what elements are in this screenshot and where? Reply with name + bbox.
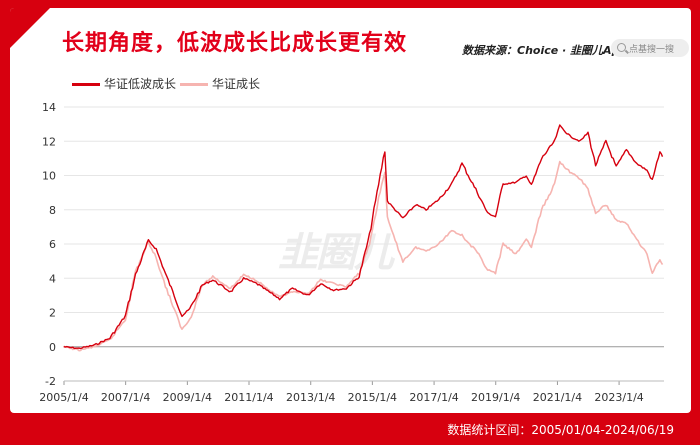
x-tick-label-8: 2021/1/4: [533, 391, 582, 404]
series-lines: [63, 124, 664, 352]
x-tick-label-3: 2011/1/4: [224, 391, 273, 404]
chart-title: 长期角度，低波成长比成长更有效: [62, 31, 408, 56]
y-tick-label-0: -2: [45, 375, 56, 388]
x-axis: 2005/1/4 2007/1/4 2009/1/4 2011/1/4 2013/1/4…: [39, 380, 664, 404]
y-tick-label-1: 0: [49, 341, 56, 354]
x-tick-label-0: 2005/1/4: [39, 391, 88, 404]
x-tick-label-1: 2007/1/4: [101, 391, 150, 404]
legend-swatch-growth: [180, 83, 208, 86]
x-tick-label-9: 2023/1/4: [594, 391, 643, 404]
corner-accent: [10, 8, 50, 48]
y-axis: -2 0 2 4 6 8 10 12 14: [42, 101, 56, 388]
search-placeholder: 点基搜一搜: [629, 45, 675, 55]
legend-label-growth: 华证成长: [212, 77, 261, 91]
search-box[interactable]: 点基搜一搜: [611, 39, 689, 57]
y-tick-label-2: 2: [49, 307, 56, 320]
legend-item-low-vol: 华证低波成长: [72, 75, 176, 92]
legend-label-low-vol: 华证低波成长: [104, 77, 177, 91]
date-range-note: 数据统计区间：2005/01/04-2024/06/19: [447, 423, 674, 437]
y-tick-label-4: 6: [49, 238, 56, 251]
y-tick-label-7: 12: [42, 135, 56, 148]
y-tick-label-6: 10: [42, 170, 56, 183]
brand-watermark: 韭圈儿: [278, 230, 394, 276]
x-tick-label-7: 2019/1/4: [471, 391, 520, 404]
x-tick-label-5: 2015/1/4: [348, 391, 397, 404]
legend-swatch-low-vol: [72, 83, 100, 86]
y-tick-label-3: 4: [49, 272, 56, 285]
series-line-growth: [63, 160, 664, 352]
y-tick-label-5: 8: [49, 204, 56, 217]
x-tick-label-6: 2017/1/4: [409, 391, 458, 404]
y-tick-label-8: 14: [42, 101, 56, 114]
grid-lines: [64, 106, 664, 382]
x-tick-label-2: 2009/1/4: [163, 391, 212, 404]
data-source-label: 数据来源：Choice · 韭圈儿App: [462, 44, 628, 57]
x-tick-label-4: 2013/1/4: [286, 391, 335, 404]
series-line-low-vol-growth: [63, 124, 664, 350]
search-icon: [617, 43, 626, 52]
chart-card: 长期角度，低波成长比成长更有效 数据来源：Choice · 韭圈儿App 点基搜…: [10, 8, 691, 413]
legend-item-growth: 华证成长: [180, 75, 260, 92]
